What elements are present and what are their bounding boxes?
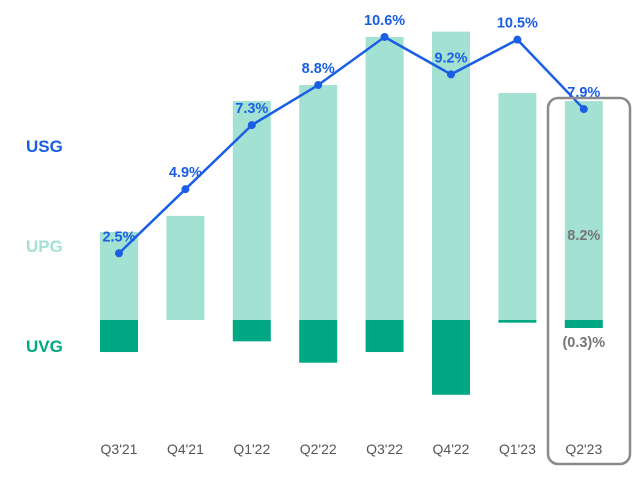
uvg-bar-q1-23 bbox=[498, 320, 537, 323]
upg-bar-q3-22 bbox=[365, 36, 404, 320]
upg-bar-q1-22 bbox=[232, 101, 271, 320]
x-axis-ticks: Q3'21 Q4'21 Q1'22 Q2'22 Q3'22 Q4'22 Q1'23 Q2'23 bbox=[101, 441, 603, 457]
x-tick-q2-22: Q2'22 bbox=[300, 441, 337, 457]
usg-point-q2-23 bbox=[579, 105, 588, 114]
usg-line bbox=[118, 35, 585, 255]
legend-upg: UPG bbox=[26, 237, 63, 256]
usg-point-q1-22 bbox=[247, 121, 256, 130]
usg-label-q1-23: 10.5% bbox=[497, 16, 538, 32]
upg-bar-q2-22 bbox=[299, 85, 338, 320]
legend-uvg: UVG bbox=[26, 337, 63, 356]
legend-usg: USG bbox=[26, 137, 63, 156]
usg-label-q3-21: 2.5% bbox=[102, 229, 135, 245]
x-tick-q2-23: Q2'23 bbox=[565, 441, 602, 457]
upg-bar-q4-21 bbox=[166, 215, 205, 320]
uvg-label-q2-23: (0.3)% bbox=[562, 335, 605, 351]
usg-point-q3-21 bbox=[115, 249, 123, 258]
bars-layer bbox=[100, 31, 603, 395]
x-tick-q1-22: Q1'22 bbox=[233, 441, 270, 457]
upg-bar-q4-22 bbox=[432, 31, 470, 320]
upg-label-q2-23: 8.2% bbox=[567, 228, 600, 244]
usg-point-q2-22 bbox=[314, 81, 323, 90]
x-tick-q3-22: Q3'22 bbox=[366, 441, 403, 457]
highlight-box-q2-23 bbox=[546, 96, 632, 466]
uvg-bar-q3-21 bbox=[100, 320, 138, 353]
x-tick-q4-22: Q4'22 bbox=[433, 441, 470, 457]
usg-label-q3-22: 10.6% bbox=[364, 13, 405, 29]
usg-point-q4-22 bbox=[447, 70, 455, 79]
usg-label-q4-21: 4.9% bbox=[169, 165, 202, 181]
usg-label-q4-22: 9.2% bbox=[434, 50, 467, 66]
x-tick-q3-21: Q3'21 bbox=[101, 441, 138, 457]
usg-point-q3-22 bbox=[380, 32, 389, 41]
usg-line-layer bbox=[115, 32, 588, 258]
x-tick-q1-23: Q1'23 bbox=[499, 441, 536, 457]
usg-label-q2-22: 8.8% bbox=[302, 61, 335, 77]
usg-point-q1-23 bbox=[513, 35, 522, 44]
upg-bar-q3-21 bbox=[100, 231, 138, 320]
usg-point-q4-21 bbox=[181, 185, 190, 194]
uvg-bar-q4-22 bbox=[432, 320, 470, 395]
usg-label-q1-22: 7.3% bbox=[235, 101, 268, 117]
uvg-bar-q2-22 bbox=[299, 320, 338, 363]
uvg-bar-q2-23 bbox=[564, 320, 603, 329]
upg-bar-q2-23 bbox=[564, 101, 603, 320]
uvg-bar-q1-22 bbox=[232, 320, 271, 342]
uvg-bar-q3-22 bbox=[365, 320, 404, 353]
upg-bar-q1-23 bbox=[498, 93, 537, 320]
x-tick-q4-21: Q4'21 bbox=[167, 441, 204, 457]
